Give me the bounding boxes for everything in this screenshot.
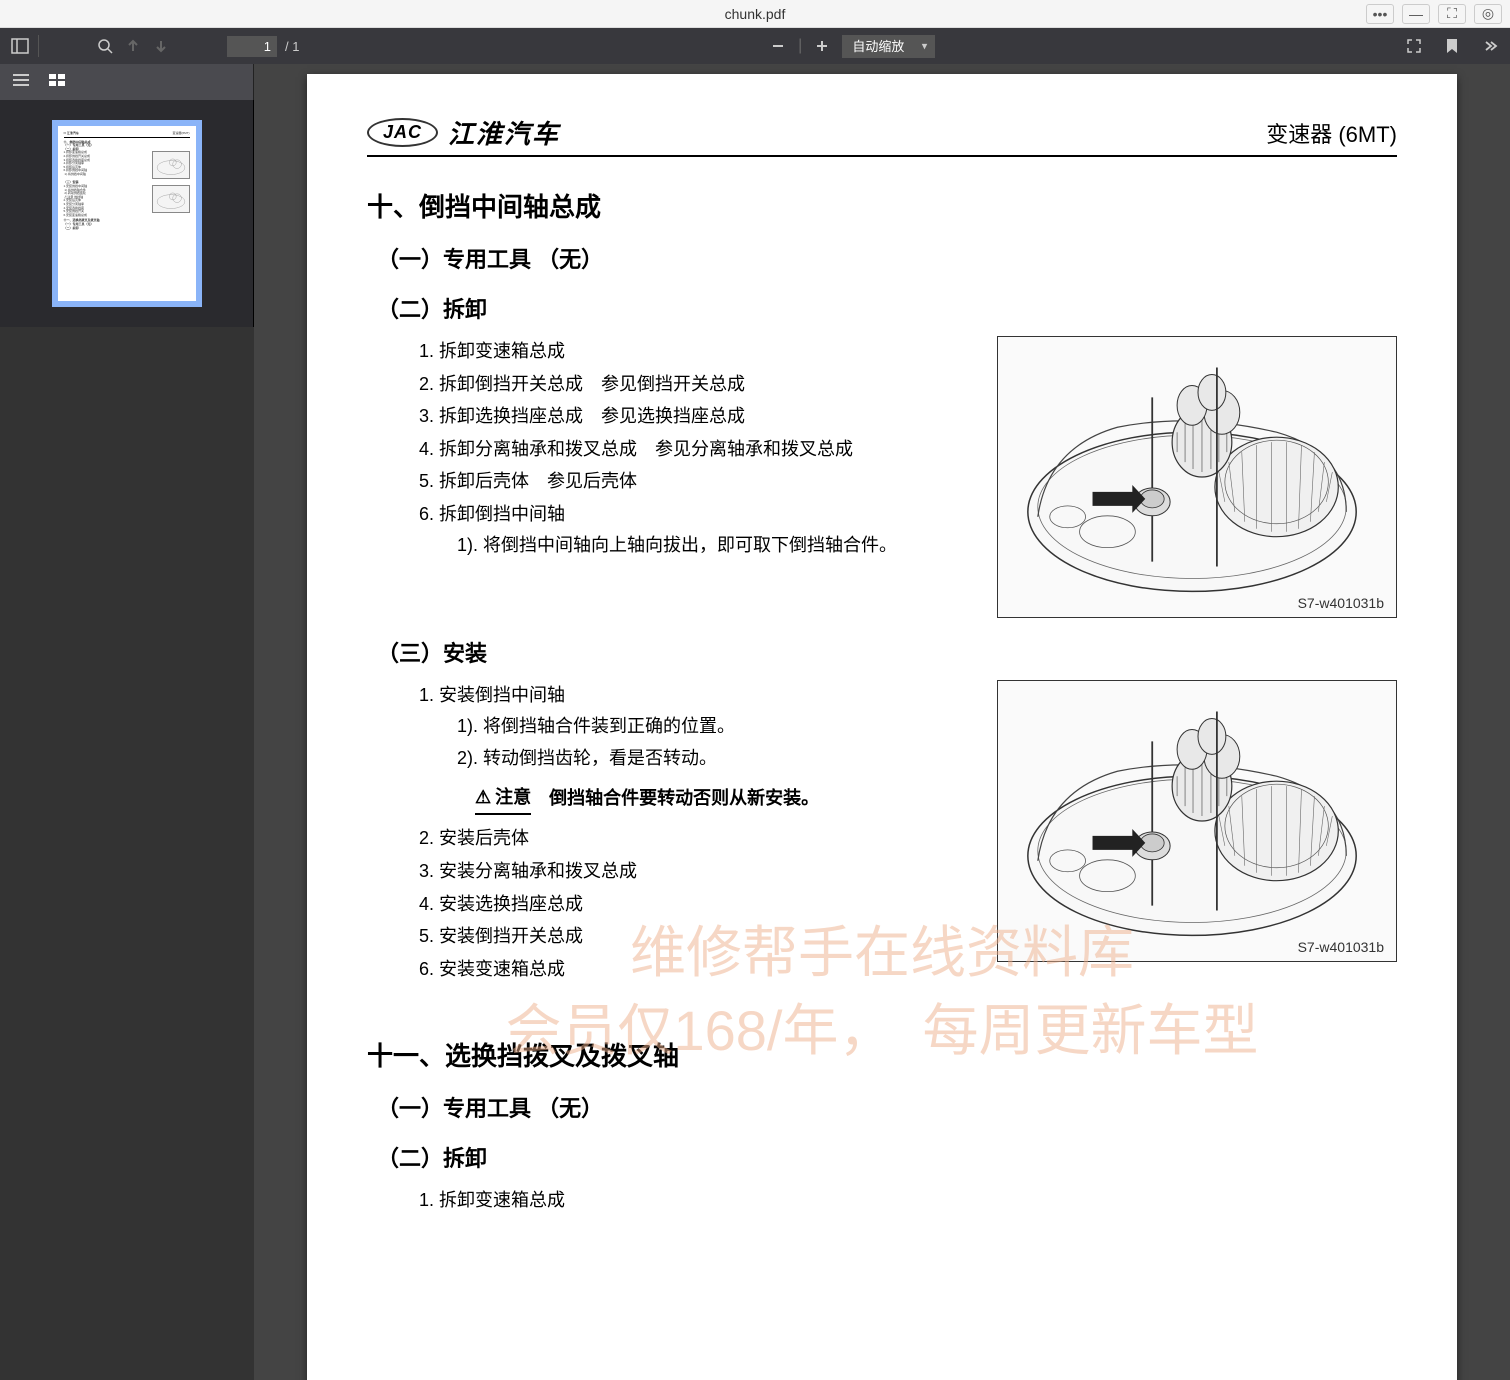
list-item: 安装选换挡座总成: [439, 889, 977, 920]
page-thumbnail[interactable]: ⬭ 江淮汽车变速器(6MT) 十、倒挡中间轴总成 （一）专用工具（无） （二）拆…: [52, 120, 202, 307]
sub-list-item: 将倒挡中间轴向上轴向拔出，即可取下倒挡轴合件。: [457, 530, 977, 561]
list-item: 拆卸分离轴承和拨叉总成 参见分离轴承和拨叉总成: [439, 434, 977, 465]
more-tools-icon[interactable]: [1480, 36, 1500, 56]
page-header: JAC 江淮汽车 变速器 (6MT): [367, 114, 1397, 157]
pdf-page: JAC 江淮汽车 变速器 (6MT) 十、倒挡中间轴总成 （一）专用工具 （无）…: [307, 74, 1457, 1380]
search-icon[interactable]: [95, 36, 115, 56]
section-11-title: 十一、选换挡拨叉及拨叉轴: [367, 1036, 1397, 1073]
main-area: ⬭ 江淮汽车变速器(6MT) 十、倒挡中间轴总成 （一）专用工具（无） （二）拆…: [0, 64, 1510, 1380]
more-button[interactable]: •••: [1366, 4, 1394, 24]
section-11-sub1: （一）专用工具 （无）: [377, 1091, 1397, 1123]
doc-section-label: 变速器 (6MT): [1266, 117, 1397, 149]
notice-text: 倒挡轴合件要转动否则从新安装。: [549, 783, 819, 814]
notice-row: ⚠注意 倒挡轴合件要转动否则从新安装。: [475, 782, 977, 816]
section-10-title: 十、倒挡中间轴总成: [367, 187, 1397, 224]
notice-label: 注意: [495, 787, 531, 807]
list-item: 安装变速箱总成: [439, 954, 977, 985]
window-controls: ••• — ⛶ ◎: [1366, 4, 1502, 24]
list-item: 安装倒挡开关总成: [439, 921, 977, 952]
figure-caption: S7-w401031b: [1298, 939, 1384, 955]
disassembly-list: 拆卸变速箱总成 拆卸倒挡开关总成 参见倒挡开关总成 拆卸选换挡座总成 参见选换挡…: [367, 336, 977, 560]
bookmark-icon[interactable]: [1442, 36, 1462, 56]
warning-icon: ⚠: [475, 782, 491, 813]
page-total: / 1: [285, 39, 299, 54]
sub-list-item: 将倒挡轴合件装到正确的位置。: [457, 711, 977, 742]
section-10-sub2: （二）拆卸: [377, 292, 1397, 324]
figure-1: S7-w401031b: [997, 336, 1397, 618]
transmission-diagram-icon: [998, 337, 1396, 617]
section-10-sub3: （三）安装: [377, 636, 1397, 668]
install-list: 安装倒挡中间轴 将倒挡轴合件装到正确的位置。 转动倒挡齿轮，看是否转动。 ⚠注意…: [367, 680, 977, 984]
brand-name: 江淮汽车: [448, 114, 560, 151]
thumbnail-view-icon[interactable]: [48, 73, 66, 92]
section-11-sub2: （二）拆卸: [377, 1141, 1397, 1173]
page-number-input[interactable]: [227, 36, 277, 57]
figure-caption: S7-w401031b: [1298, 595, 1384, 611]
divider: [38, 35, 39, 57]
target-button[interactable]: ◎: [1474, 4, 1502, 24]
list-item: 安装分离轴承和拨叉总成: [439, 856, 977, 887]
list-item: 拆卸倒挡开关总成 参见倒挡开关总成: [439, 369, 977, 400]
sidebar-toggle-icon[interactable]: [10, 36, 30, 56]
sub-list-item: 转动倒挡齿轮，看是否转动。: [457, 743, 977, 774]
transmission-diagram-icon: [998, 681, 1396, 961]
section-10-sub1: （一）专用工具 （无）: [377, 242, 1397, 274]
document-viewport[interactable]: JAC 江淮汽车 变速器 (6MT) 十、倒挡中间轴总成 （一）专用工具 （无）…: [254, 64, 1510, 1380]
pdf-toolbar: / 1 | 自动缩放: [0, 28, 1510, 64]
list-item: 安装后壳体: [439, 823, 977, 854]
list-item: 安装倒挡中间轴 将倒挡轴合件装到正确的位置。 转动倒挡齿轮，看是否转动。 ⚠注意…: [439, 680, 977, 815]
list-item: 拆卸后壳体 参见后壳体: [439, 466, 977, 497]
zoom-select[interactable]: 自动缩放: [842, 35, 935, 58]
zoom-out-icon[interactable]: [768, 36, 788, 56]
zoom-in-icon[interactable]: [812, 36, 832, 56]
brand-logo: JAC: [367, 118, 438, 147]
figure-2: S7-w401031b: [997, 680, 1397, 962]
next-page-icon[interactable]: [151, 36, 171, 56]
minimize-button[interactable]: —: [1402, 4, 1430, 24]
window-titlebar: chunk.pdf ••• — ⛶ ◎: [0, 0, 1510, 28]
prev-page-icon[interactable]: [123, 36, 143, 56]
outline-view-icon[interactable]: [12, 73, 30, 92]
s11-list: 拆卸变速箱总成: [367, 1185, 1397, 1216]
fullscreen-icon[interactable]: [1404, 36, 1424, 56]
divider: |: [798, 37, 802, 55]
list-item: 拆卸变速箱总成: [439, 1185, 1397, 1216]
list-item: 拆卸选换挡座总成 参见选换挡座总成: [439, 401, 977, 432]
list-item: 拆卸倒挡中间轴 将倒挡中间轴向上轴向拔出，即可取下倒挡轴合件。: [439, 499, 977, 560]
list-item: 拆卸变速箱总成: [439, 336, 977, 367]
maximize-button[interactable]: ⛶: [1438, 4, 1466, 24]
thumbnail-sidebar: ⬭ 江淮汽车变速器(6MT) 十、倒挡中间轴总成 （一）专用工具（无） （二）拆…: [0, 100, 254, 327]
sidebar-view-bar: [0, 64, 254, 100]
window-title: chunk.pdf: [725, 6, 786, 22]
